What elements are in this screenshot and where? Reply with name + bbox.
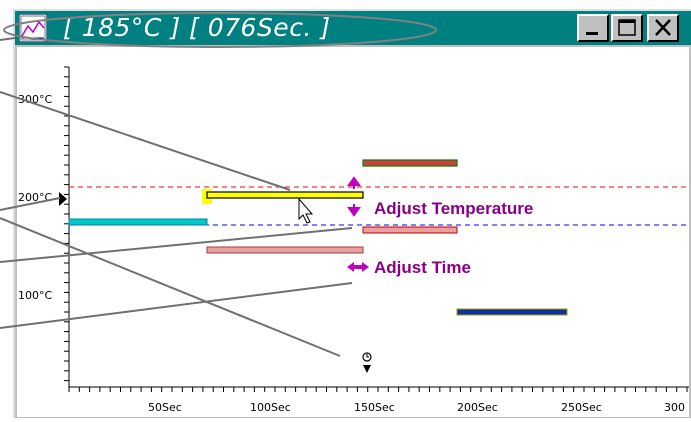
x-ticks bbox=[68, 387, 688, 392]
chart-app-icon[interactable] bbox=[19, 14, 47, 42]
segment-3[interactable] bbox=[206, 246, 364, 254]
minimize-icon bbox=[586, 32, 598, 35]
chart-window: [ 185°C ] [ 076Sec. ] 300°C 200°C 100°C … bbox=[13, 9, 691, 418]
maximize-button[interactable] bbox=[611, 14, 643, 42]
x-tick-label-100: 100Sec bbox=[250, 401, 291, 414]
adjust-time-arrows-icon[interactable] bbox=[347, 262, 369, 272]
x-tick-label-250: 250Sec bbox=[561, 401, 602, 414]
mouse-pointer-icon bbox=[298, 197, 314, 224]
adjust-temperature-arrows-icon[interactable] bbox=[347, 176, 361, 217]
y-tick-label-100: 100°C bbox=[18, 289, 52, 302]
y-ticks bbox=[64, 66, 69, 382]
y-tick-label-300: 300°C bbox=[18, 93, 52, 106]
segment-5[interactable] bbox=[362, 159, 458, 167]
x-tick-label-300: 300 bbox=[664, 401, 685, 414]
title-bar[interactable]: [ 185°C ] [ 076Sec. ] bbox=[15, 11, 691, 45]
x-tick-label-150: 150Sec bbox=[354, 401, 395, 414]
plot-area[interactable]: 300°C 200°C 100°C 50Sec 100Sec 150Sec 20… bbox=[17, 47, 689, 417]
x-tick-label-50: 50Sec bbox=[148, 401, 182, 414]
temperature-marker-icon[interactable] bbox=[59, 192, 67, 206]
close-button[interactable] bbox=[647, 14, 679, 42]
segment-4[interactable] bbox=[362, 226, 458, 234]
profile-chart: 300°C 200°C 100°C 50Sec 100Sec 150Sec 20… bbox=[18, 66, 689, 414]
time-marker-icon[interactable] bbox=[362, 352, 372, 373]
y-tick-label-200: 200°C bbox=[18, 191, 52, 204]
segment-2-selected[interactable] bbox=[206, 191, 364, 199]
segment-1[interactable] bbox=[68, 218, 208, 226]
segment-6[interactable] bbox=[456, 308, 568, 316]
adjust-time-label: Adjust Time bbox=[374, 258, 471, 277]
minimize-button[interactable] bbox=[577, 14, 609, 42]
window-title: [ 185°C ] [ 076Sec. ] bbox=[63, 13, 331, 42]
close-icon bbox=[655, 19, 671, 36]
x-tick-label-200: 200Sec bbox=[457, 401, 498, 414]
maximize-icon bbox=[618, 19, 636, 36]
adjust-temperature-label: Adjust Temperature bbox=[374, 199, 533, 218]
